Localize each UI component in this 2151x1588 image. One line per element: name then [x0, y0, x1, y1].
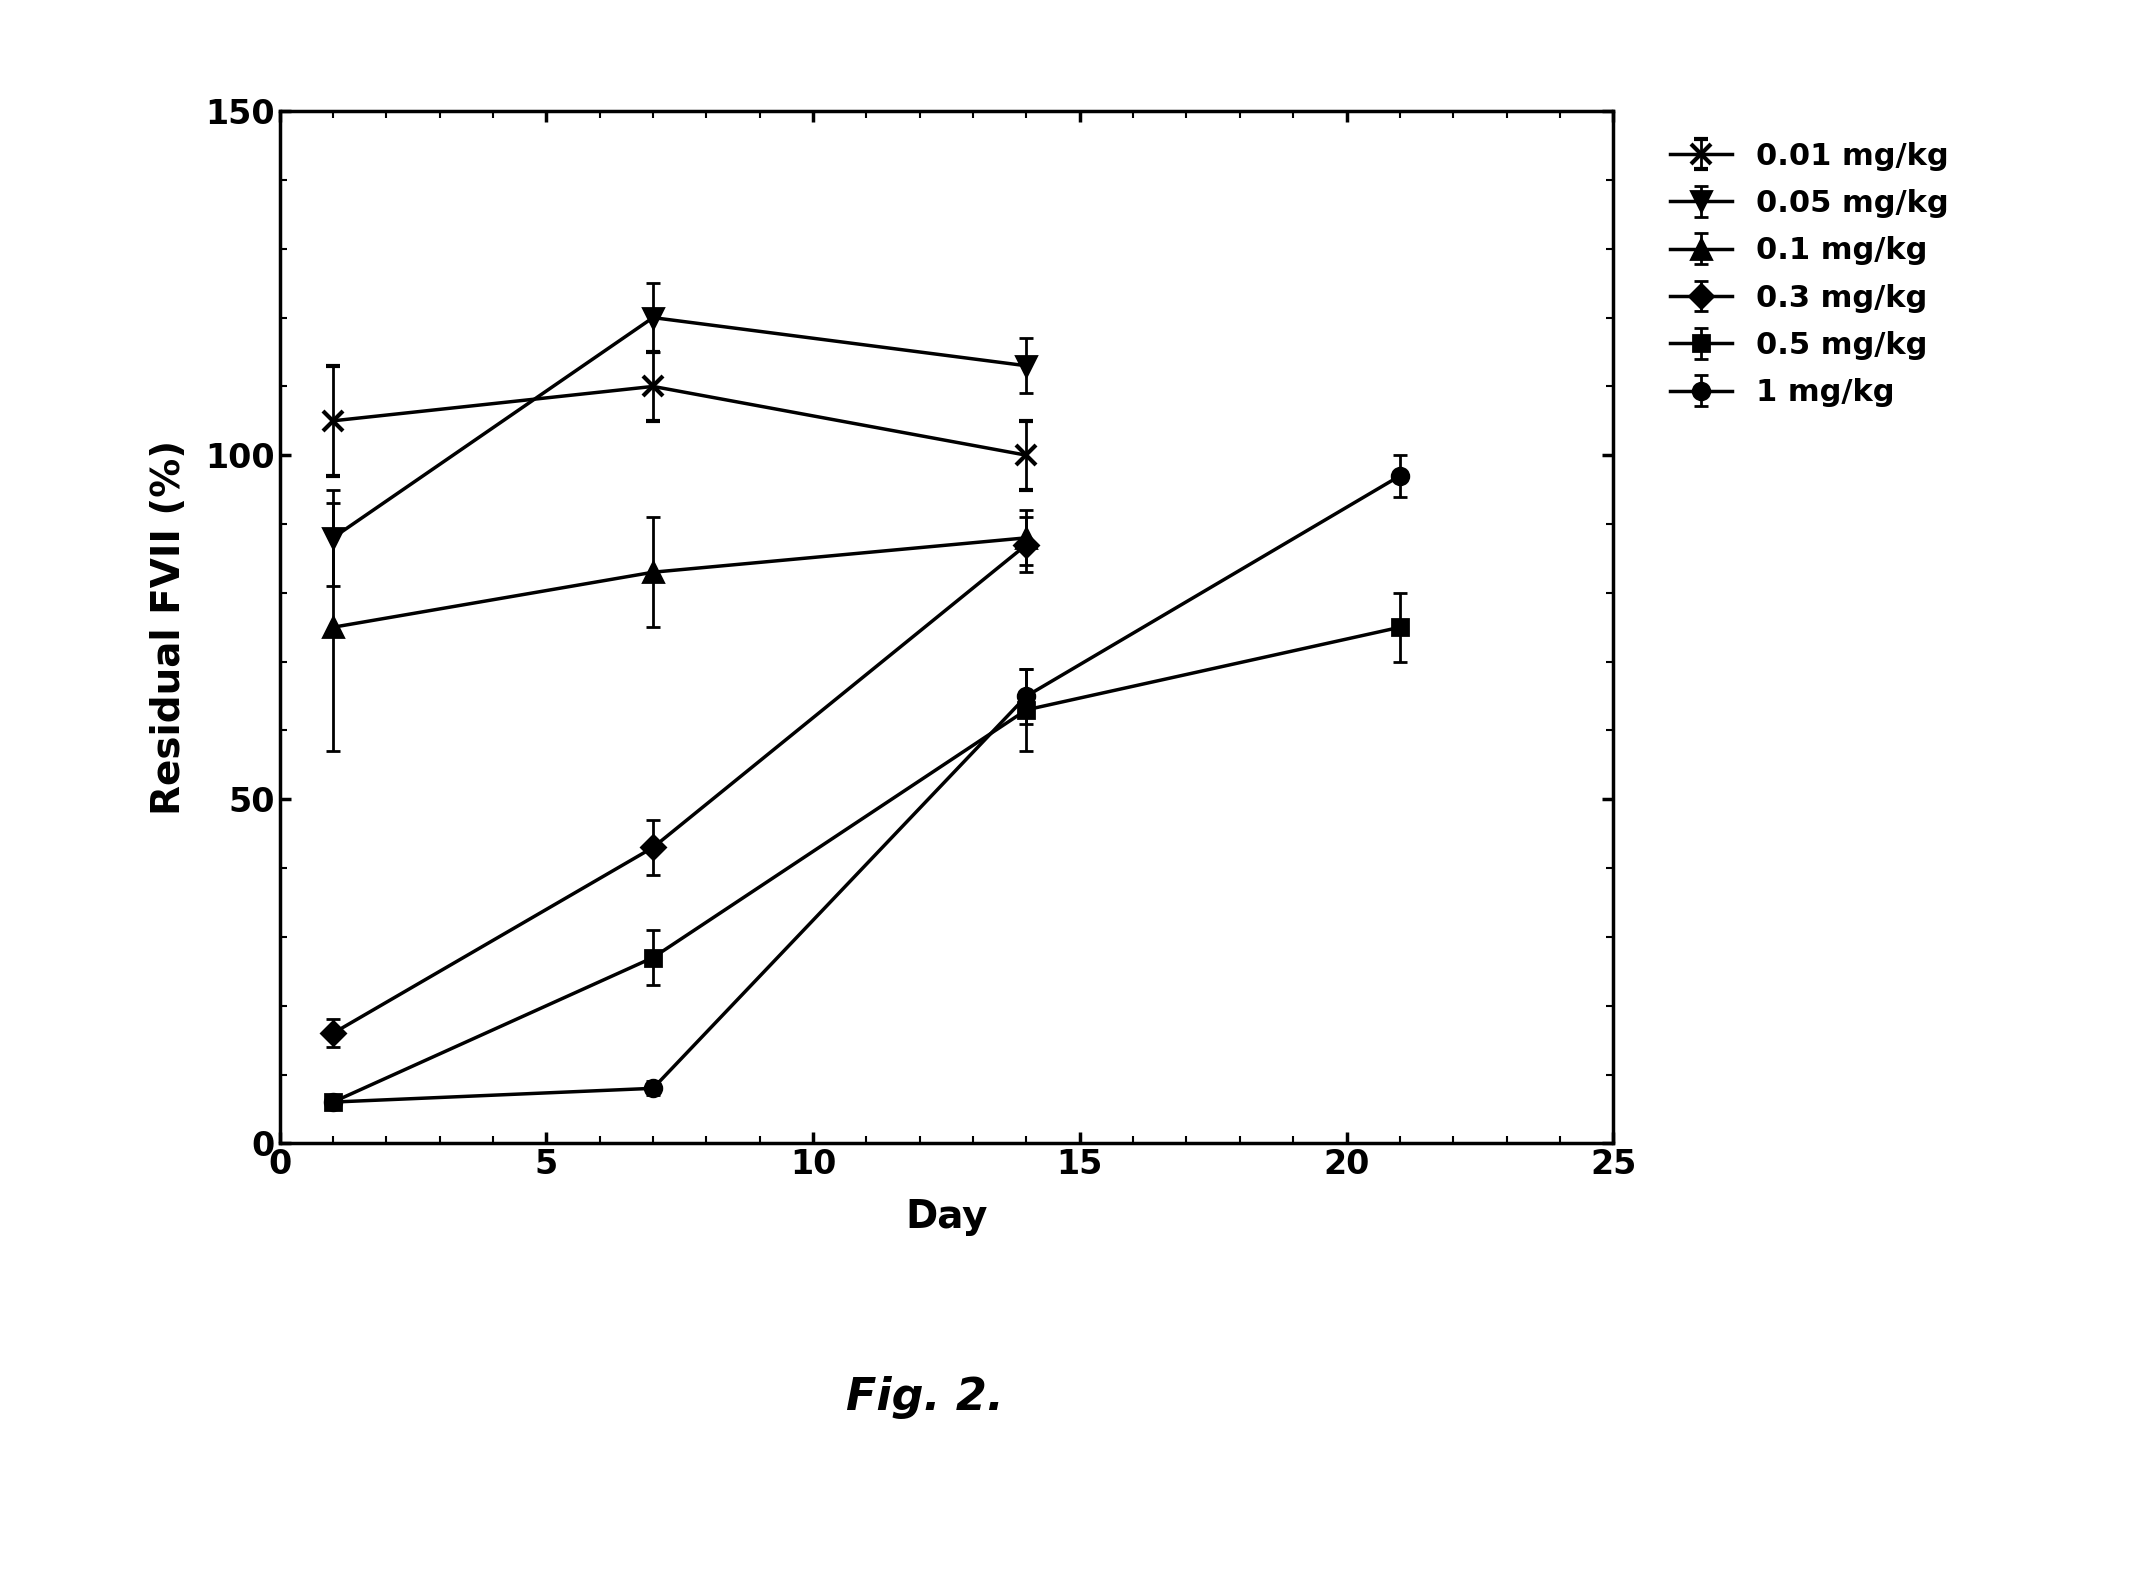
Text: Fig. 2.: Fig. 2. — [845, 1375, 1005, 1420]
Legend: 0.01 mg/kg, 0.05 mg/kg, 0.1 mg/kg, 0.3 mg/kg, 0.5 mg/kg, 1 mg/kg: 0.01 mg/kg, 0.05 mg/kg, 0.1 mg/kg, 0.3 m… — [1656, 127, 1964, 422]
Y-axis label: Residual FVII (%): Residual FVII (%) — [151, 440, 189, 815]
X-axis label: Day: Day — [906, 1197, 987, 1235]
